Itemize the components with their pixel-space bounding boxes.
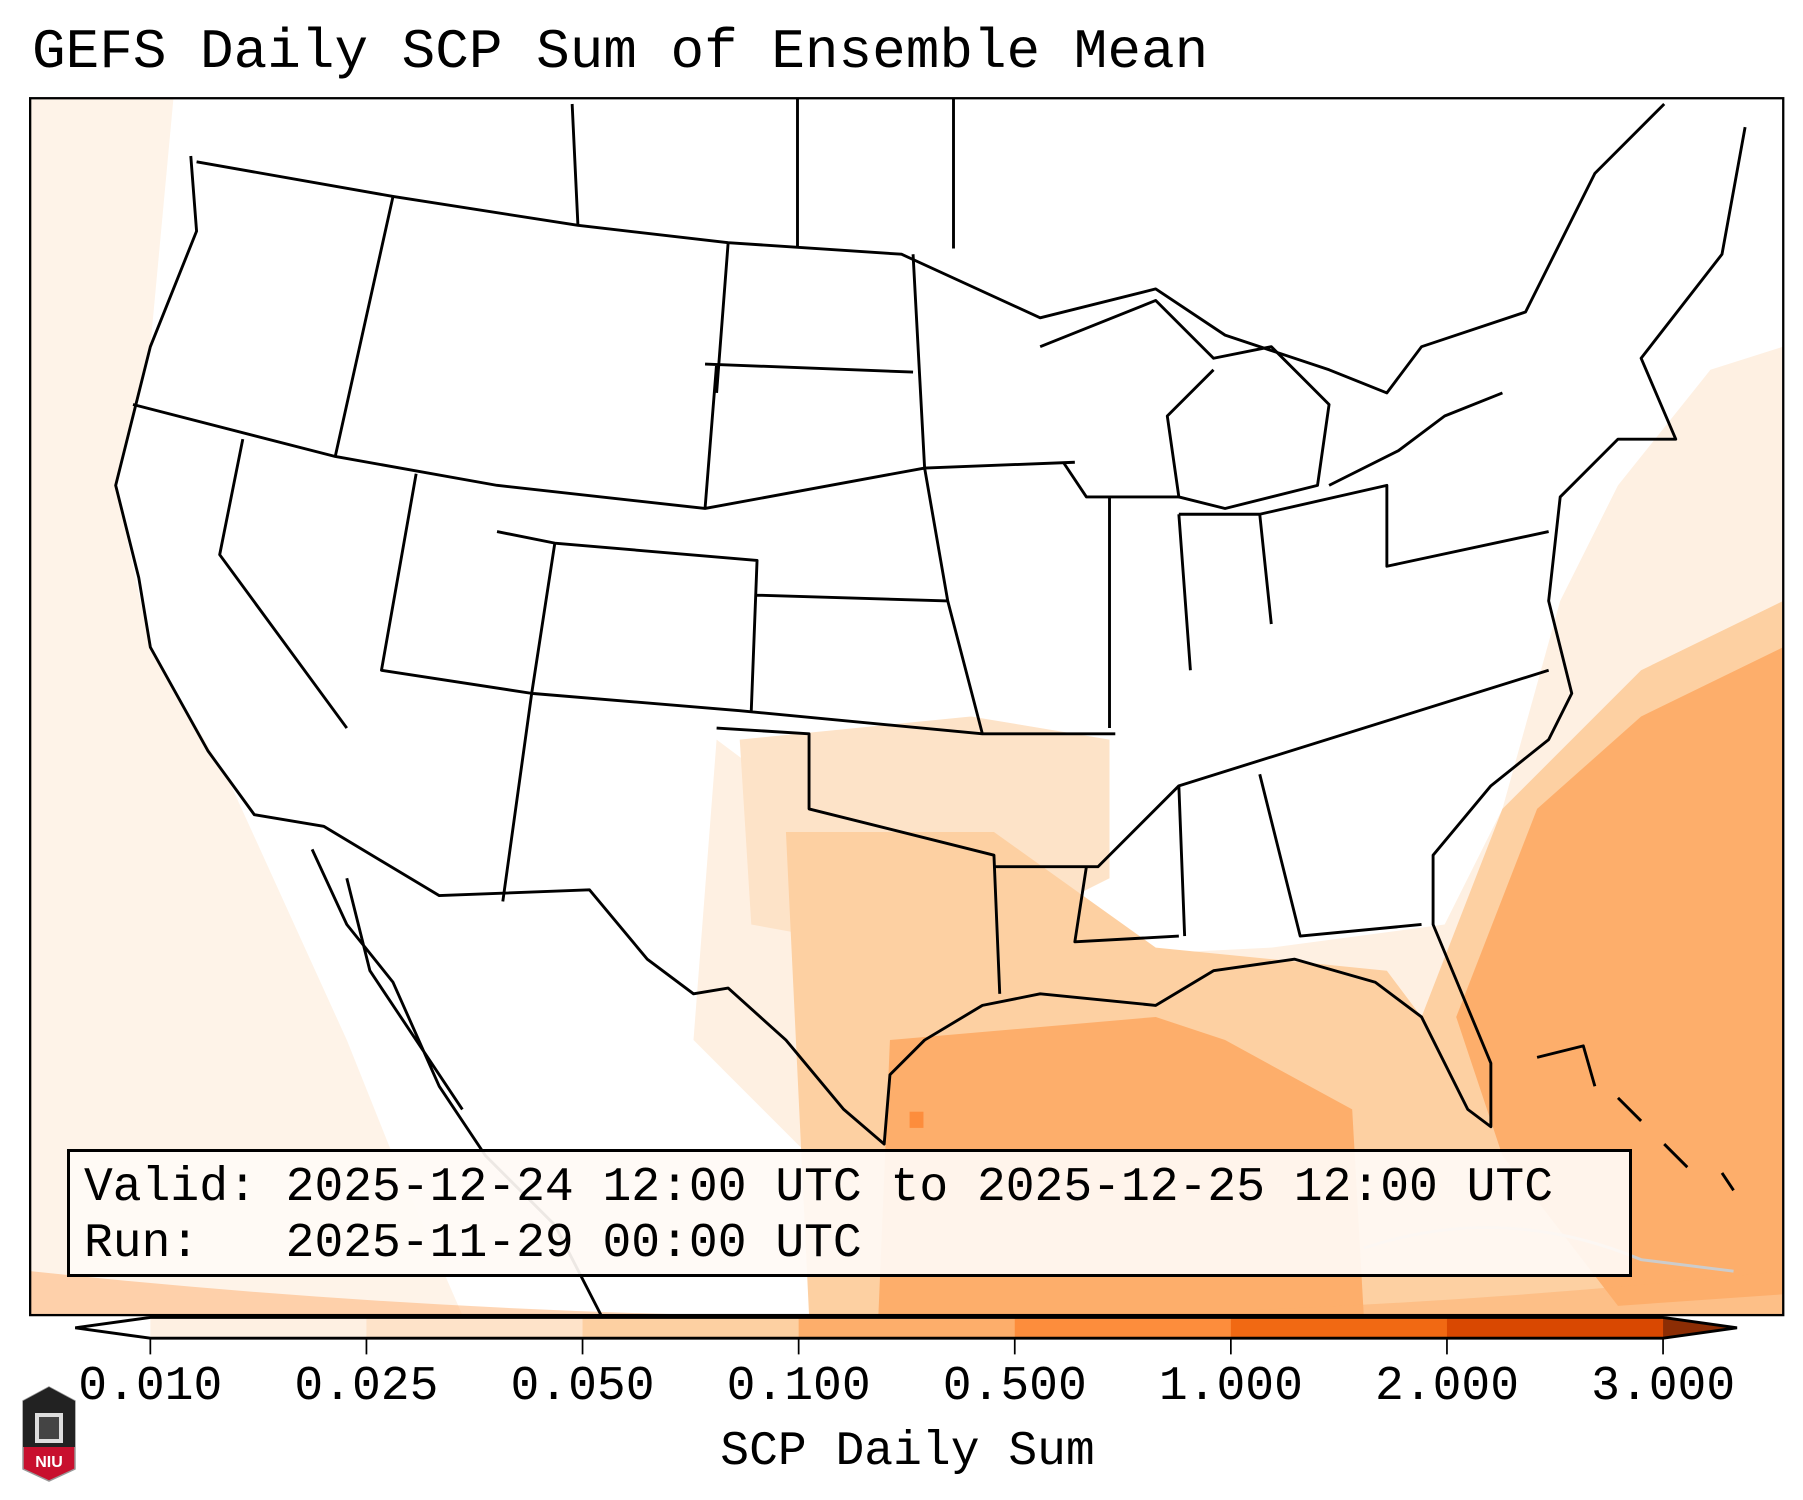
colorbar-segment <box>1014 1317 1232 1339</box>
colorbar-segment <box>582 1317 800 1339</box>
colorbar-tick-label: 3.000 <box>1591 1360 1736 1414</box>
map-panel <box>29 97 1785 1318</box>
us-outline <box>114 126 1747 1146</box>
map-frame <box>29 97 1785 1317</box>
scp-field-orange-atlantic <box>1456 647 1784 1306</box>
coastlines-and-borders <box>114 98 1747 1316</box>
colorbar-tick-label: 2.000 <box>1375 1360 1520 1414</box>
colorbar-tick-label: 0.010 <box>78 1360 223 1414</box>
colorbar-tick-label: 0.500 <box>942 1360 1087 1414</box>
colorbar-segment <box>798 1317 1016 1339</box>
colorbar-tick-label: 0.025 <box>294 1360 439 1414</box>
colorbar-tick-label: 0.100 <box>726 1360 871 1414</box>
niu-logo: NIU <box>22 1386 76 1482</box>
valid-run-box: Valid: 2025-12-24 12:00 UTC to 2025-12-2… <box>67 1149 1632 1277</box>
colorbar-segment <box>366 1317 584 1339</box>
colorbar-label: SCP Daily Sum <box>720 1425 1095 1479</box>
colorbar-segment <box>1446 1317 1664 1339</box>
projection-edge <box>30 1271 1784 1318</box>
map-title: GEFS Daily SCP Sum of Ensemble Mean <box>32 20 1209 84</box>
bahamas <box>1536 1044 1735 1192</box>
svg-text:NIU: NIU <box>35 1454 63 1471</box>
state-lines <box>132 98 1550 994</box>
colorbar-tick-label: 1.000 <box>1158 1360 1303 1414</box>
colorbar-segment <box>1230 1317 1448 1339</box>
valid-time-text: Valid: 2025-12-24 12:00 UTC to 2025-12-2… <box>84 1161 1554 1215</box>
colorbar-over-extend <box>1663 1317 1738 1339</box>
run-time-text: Run: 2025-11-29 00:00 UTC <box>84 1217 862 1271</box>
scp-field-light-west <box>30 98 463 1316</box>
colorbar-segment <box>150 1317 368 1339</box>
canada-border <box>196 102 1666 395</box>
colorbar-tick-label: 0.050 <box>510 1360 655 1414</box>
scp-field-dark-cell <box>909 1111 924 1128</box>
colorbar-under-extend <box>75 1317 151 1339</box>
great-lakes <box>1039 299 1503 510</box>
colorbar <box>75 1315 1738 1355</box>
